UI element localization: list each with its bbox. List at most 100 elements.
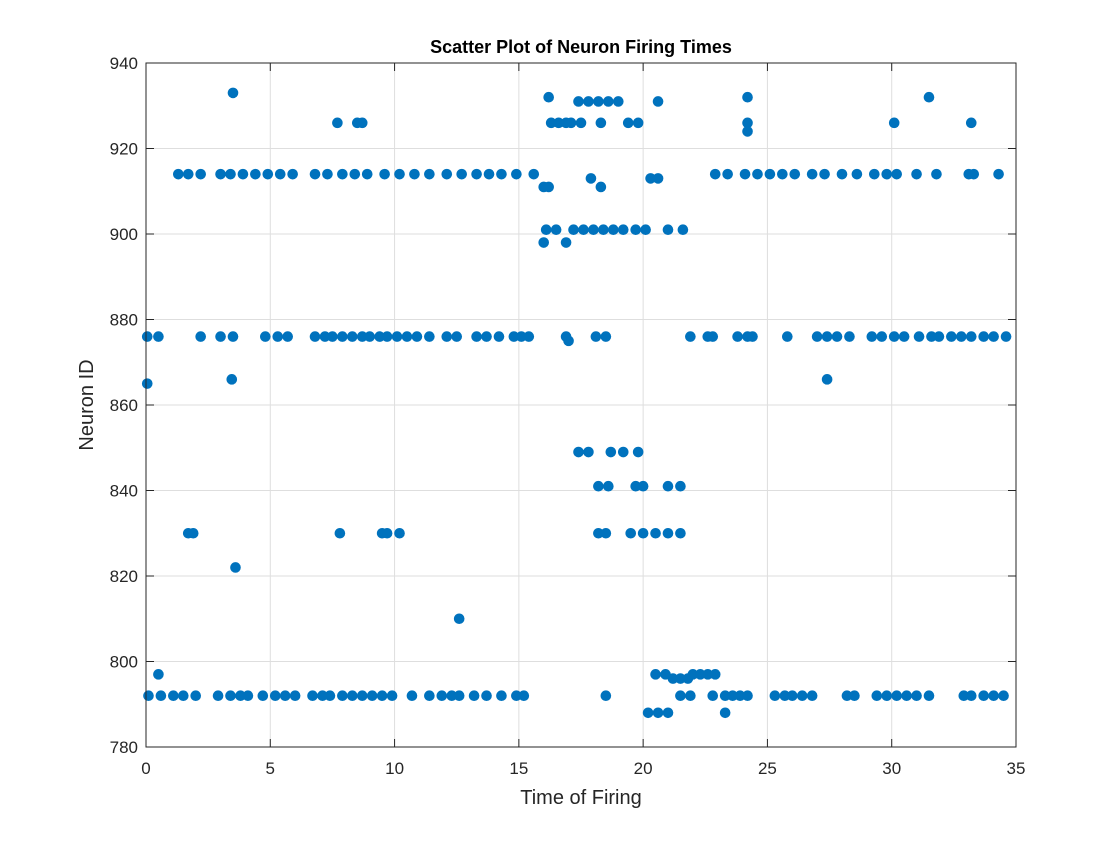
data-point — [583, 96, 594, 107]
data-point — [411, 331, 423, 342]
data-point — [637, 527, 649, 539]
data-point — [652, 173, 664, 184]
data-point — [182, 168, 194, 180]
data-point — [650, 669, 661, 680]
data-point — [361, 168, 373, 180]
data-point — [155, 690, 167, 701]
data-point — [227, 331, 239, 342]
data-point — [227, 87, 239, 99]
data-point — [806, 168, 818, 180]
data-point — [978, 690, 989, 701]
data-point — [687, 669, 699, 680]
data-point — [406, 690, 418, 701]
data-point — [965, 331, 977, 342]
y-tick-label: 900 — [110, 225, 138, 244]
data-point — [926, 331, 937, 342]
data-point — [441, 168, 453, 180]
data-point — [732, 331, 743, 342]
data-point — [237, 168, 249, 180]
data-point — [630, 224, 641, 236]
data-point — [782, 331, 793, 342]
data-point — [923, 91, 935, 103]
y-axis-ticks: 780 800 820 840 860 880 900 920 940 — [110, 54, 1016, 757]
data-point — [578, 224, 589, 236]
data-point — [719, 690, 731, 701]
data-point — [168, 690, 179, 701]
data-point — [821, 374, 833, 385]
data-point — [289, 690, 301, 701]
data-point — [347, 690, 358, 701]
data-point — [309, 331, 321, 342]
y-tick-label: 920 — [110, 140, 138, 159]
x-tick-label: 10 — [385, 759, 404, 778]
data-point — [588, 224, 599, 236]
data-point — [225, 690, 236, 701]
data-point — [605, 446, 617, 458]
data-point — [675, 673, 686, 684]
data-point — [642, 707, 654, 719]
data-point — [871, 690, 883, 701]
data-point — [593, 480, 604, 492]
data-point — [844, 331, 855, 342]
data-point — [707, 331, 719, 342]
x-axis-ticks: 0 5 10 15 20 25 30 35 — [141, 63, 1025, 778]
data-point — [652, 96, 664, 107]
data-point — [496, 690, 507, 701]
data-point — [327, 331, 338, 342]
data-point — [595, 117, 607, 129]
data-point — [356, 117, 368, 129]
data-point — [806, 690, 818, 701]
data-point — [226, 374, 238, 385]
data-point — [424, 690, 435, 701]
data-point — [956, 331, 967, 342]
data-point — [600, 527, 612, 539]
data-point — [923, 690, 935, 701]
data-point — [598, 224, 609, 236]
data-point — [965, 690, 977, 701]
data-point — [709, 669, 721, 680]
data-point — [356, 331, 368, 342]
data-point — [988, 331, 999, 342]
data-point — [965, 117, 977, 129]
y-tick-label: 820 — [110, 567, 138, 586]
data-point — [282, 331, 293, 342]
data-point — [675, 527, 686, 539]
data-point — [364, 331, 376, 342]
y-tick-label: 860 — [110, 396, 138, 415]
data-point — [866, 331, 878, 342]
data-point — [456, 168, 467, 180]
data-point — [481, 331, 492, 342]
data-point — [779, 690, 791, 701]
data-point — [453, 690, 465, 701]
data-point — [381, 331, 393, 342]
data-point — [901, 690, 912, 701]
data-point — [153, 669, 164, 680]
data-point — [471, 331, 482, 342]
data-point — [742, 126, 753, 137]
chart-title: Scatter Plot of Neuron Firing Times — [430, 37, 732, 57]
data-point — [888, 117, 900, 129]
data-point — [317, 690, 328, 701]
data-point — [436, 690, 448, 701]
data-point — [347, 331, 358, 342]
data-point — [573, 96, 584, 107]
data-point — [195, 331, 206, 342]
data-point — [675, 480, 686, 492]
data-point — [752, 168, 763, 180]
data-point — [481, 690, 492, 701]
data-point — [324, 690, 336, 701]
data-point — [337, 690, 348, 701]
data-point — [821, 331, 833, 342]
data-point — [269, 690, 281, 701]
data-point — [453, 613, 465, 625]
data-point — [319, 331, 331, 342]
data-point — [493, 331, 505, 342]
data-point — [424, 168, 435, 180]
data-point — [568, 224, 579, 236]
x-tick-label: 30 — [882, 759, 901, 778]
data-point — [841, 690, 853, 701]
data-point — [279, 690, 291, 701]
x-tick-label: 20 — [634, 759, 653, 778]
